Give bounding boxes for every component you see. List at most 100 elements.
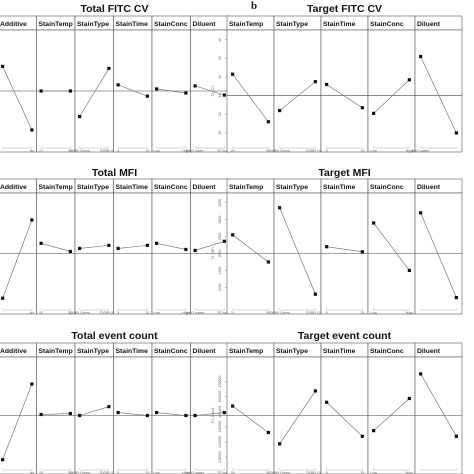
x-tick-label: 50	[266, 311, 270, 315]
x-tick-label: SYBR Green	[69, 471, 90, 474]
x-tick-label: No	[30, 471, 35, 474]
effect-line	[118, 84, 148, 97]
level-point	[155, 87, 159, 91]
effect-line	[79, 68, 110, 117]
y-tick-label: 150000	[218, 406, 222, 418]
chart-target-mfi: Target MFI T4_MFI 2400 2450 2500 2550 2600 2650…	[211, 167, 463, 315]
x-tick-label: SYBR Green	[269, 311, 290, 315]
factor-plot-box	[414, 29, 463, 153]
chart-title: Target event count	[298, 330, 392, 342]
x-tick-label: 20	[39, 471, 43, 474]
x-tick-label: 20	[231, 149, 235, 153]
level-point	[107, 66, 111, 71]
x-tick-label: 21	[231, 311, 235, 315]
factor-header: Additive	[0, 21, 27, 28]
factor-panel-staintime: StainTime 5 15	[113, 342, 153, 474]
factor-panel-stainconc: StainConc Low High	[151, 342, 191, 474]
factor-panel-diluent: Diluent NaCl water	[412, 15, 463, 153]
effect-line	[118, 412, 148, 416]
factor-header: StainType	[276, 21, 308, 28]
chart-title: Total event count	[71, 330, 158, 342]
x-tick-label: 20	[39, 311, 43, 315]
level-point	[454, 295, 458, 300]
factor-panel-diluent: Diluent	[414, 178, 463, 315]
factor-panel-staintemp: StainTemp 21 50	[226, 178, 275, 315]
factor-header: StainTemp	[229, 348, 263, 355]
y-tick-label: 2400	[218, 283, 222, 291]
x-tick-label: 15	[145, 311, 149, 315]
level-point	[278, 108, 282, 113]
x-tick-label: 15	[360, 311, 364, 315]
y-tick-label: 38	[218, 56, 222, 60]
x-tick-label: Low	[370, 311, 377, 315]
effect-line	[326, 246, 363, 253]
y-axis-label: T4_Count	[211, 408, 215, 424]
level-point	[193, 84, 197, 88]
x-tick-label: SYBR Gold	[100, 471, 118, 474]
level-point	[155, 241, 159, 245]
x-tick-label: SYBR Gold	[306, 149, 324, 153]
level-point	[78, 413, 82, 418]
x-tick-label: Low	[370, 149, 377, 153]
factor-panel-stainconc: StainConc Low High	[367, 342, 416, 474]
x-tick-label: NaCl water	[186, 311, 205, 315]
level-point	[372, 111, 376, 115]
factor-panel-staintemp: StainTemp 20 50	[36, 342, 76, 474]
factor-panel-staintemp: StainTemp 21 50	[36, 15, 76, 153]
level-point	[116, 246, 120, 251]
x-tick-label: 15	[360, 149, 364, 153]
x-tick-label: High	[406, 311, 413, 315]
level-point	[407, 268, 411, 273]
factor-panel-stainconc: StainConc Low High	[367, 178, 416, 315]
factor-panel-staintype: StainType SYBR Green SYBR Gold	[69, 342, 118, 474]
factor-panel-staintime: StainTime 5 15	[320, 178, 369, 315]
chart-total-event-count: Total event count Additive No StainTemp 20 50…	[0, 330, 233, 474]
level-point	[68, 249, 72, 254]
x-tick-label: SYBR Gold	[306, 311, 324, 315]
x-tick-label: 50	[68, 311, 72, 315]
effect-line	[156, 88, 186, 94]
factor-panel-diluent: Diluent	[414, 342, 463, 474]
x-tick-label: NaCl water	[186, 149, 205, 153]
factor-header: StainTime	[116, 348, 149, 355]
factor-header: Additive	[0, 348, 27, 355]
y-tick-label: 2450	[218, 266, 222, 274]
x-tick-label: SYBR Green	[69, 149, 90, 153]
factor-panel-stainconc: StainConc Low High	[367, 15, 416, 153]
x-tick-label: 5	[117, 149, 119, 153]
x-tick-label: 5	[117, 311, 119, 315]
level-point	[78, 246, 82, 251]
x-tick-label: NaCl water	[412, 149, 431, 153]
effect-line	[2, 383, 33, 460]
factor-header: StainConc	[370, 21, 404, 28]
level-point	[313, 389, 317, 393]
factor-panel-staintemp: StainTemp 20 50	[226, 342, 275, 474]
factor-plot-box	[320, 29, 369, 153]
x-tick-label: SYBR Gold	[100, 149, 118, 153]
level-point	[1, 64, 5, 69]
effect-line	[326, 402, 363, 437]
y-tick-label: 154000	[218, 391, 222, 403]
y-tick-label: 34	[218, 94, 222, 98]
x-tick-label: High	[182, 311, 189, 315]
level-point	[407, 78, 411, 82]
factor-panel-staintime: StainTime 5 15	[320, 342, 369, 474]
effect-line	[420, 373, 457, 437]
level-point	[325, 400, 329, 404]
level-point	[266, 120, 270, 124]
y-tick-label: 2600	[218, 216, 222, 224]
factor-header: StainTemp	[229, 21, 263, 28]
factor-header: Diluent	[417, 21, 441, 28]
factor-plot-box	[226, 29, 275, 153]
factor-header: Additive	[0, 184, 27, 191]
x-tick-label: 50	[68, 149, 72, 153]
factor-header: StainType	[77, 348, 109, 355]
effect-line	[232, 234, 269, 263]
factor-panel-stainconc: StainConc Low High	[151, 15, 191, 153]
x-tick-label: 5	[326, 471, 328, 474]
x-tick-label: 50	[266, 149, 270, 153]
effect-line	[195, 85, 225, 96]
x-tick-label: TE buffer	[217, 471, 233, 474]
